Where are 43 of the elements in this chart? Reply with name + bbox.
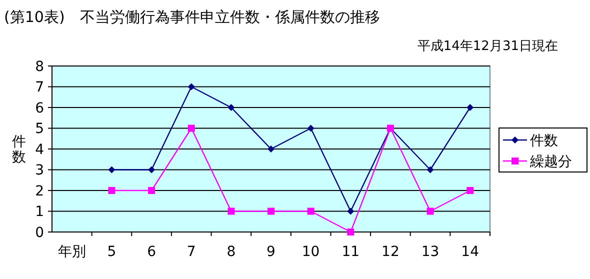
x-tick-label: 8 <box>226 244 236 260</box>
chart-subtitle: 平成14年12月31日現在 <box>417 39 558 54</box>
point <box>228 208 235 215</box>
point <box>188 124 195 132</box>
point <box>268 146 274 152</box>
point <box>148 166 156 174</box>
legend-label: 繰越分 <box>529 154 572 170</box>
point <box>108 166 116 174</box>
y-tick-label: 1 <box>35 204 44 220</box>
point <box>466 104 474 111</box>
point <box>307 208 314 215</box>
legend-label: 件数 <box>530 132 558 149</box>
y-tick-label: 4 <box>35 142 44 158</box>
point <box>347 228 354 236</box>
x-tick-label: 14 <box>461 244 480 260</box>
y-tick-label: 2 <box>35 183 44 200</box>
point <box>307 124 314 132</box>
y-tick-label: 5 <box>35 121 44 138</box>
point <box>347 208 354 215</box>
y-tick-label: 6 <box>35 100 44 116</box>
point <box>228 104 235 111</box>
x-tick-label: 7 <box>186 244 196 260</box>
point <box>466 187 474 194</box>
x-tick-label: 年別 <box>58 244 86 260</box>
x-tick-label: 12 <box>382 244 400 260</box>
chart-title: (第10表) 不当労働行為事件申立件数・係属件数の推移 <box>4 8 380 26</box>
point <box>148 187 156 194</box>
point <box>268 208 274 215</box>
x-tick-label: 11 <box>342 244 360 260</box>
point <box>188 83 195 90</box>
point <box>108 187 116 194</box>
y-axis-title: 件数 <box>12 134 26 166</box>
y-tick-label: 3 <box>35 162 44 179</box>
y-tick-label: 8 <box>35 58 44 75</box>
x-tick-label: 10 <box>302 244 320 260</box>
x-tick-label: 5 <box>107 244 116 260</box>
point <box>426 208 434 215</box>
x-tick-label: 9 <box>266 244 276 260</box>
x-tick-label: 13 <box>421 244 440 260</box>
y-tick-label: 0 <box>35 224 44 241</box>
point <box>426 166 434 174</box>
y-tick-label: 7 <box>35 80 44 96</box>
x-tick-label: 6 <box>147 244 156 260</box>
